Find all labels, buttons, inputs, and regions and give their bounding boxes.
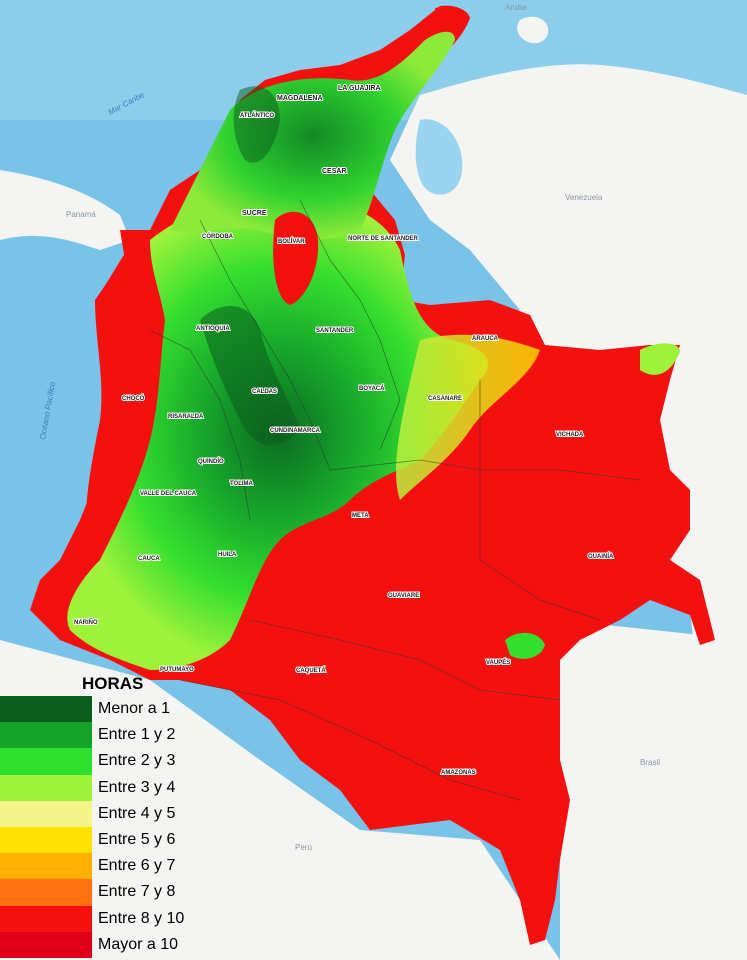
vichada-east-patch (640, 343, 680, 375)
label-valle-del-cauca: VALLE DEL CAUCA (140, 491, 197, 497)
label-arauca: ARAUCA (472, 336, 499, 342)
legend-swatch (0, 879, 92, 906)
peru-ecuador-land (0, 640, 560, 960)
legend-label: Menor a 1 (98, 700, 171, 718)
label-huila: HUILA (218, 552, 237, 558)
legend-swatch (0, 774, 92, 801)
legend-label: Entre 6 y 7 (98, 857, 176, 875)
legend-swatch (0, 931, 92, 958)
label-boyaca: BOYACÁ (359, 385, 385, 392)
panama-label: Panamá (66, 210, 96, 219)
label-santander: SANTANDER (316, 328, 354, 334)
aruba-label: Aruba (505, 3, 527, 12)
legend-item: Entre 4 y 5 (0, 800, 200, 827)
label-cauca: CAUCA (138, 556, 160, 562)
legend: HORAS Menor a 1 Entre 1 y 2 Entre 2 y 3 Ent… (0, 672, 200, 958)
legend-label: Entre 5 y 6 (98, 831, 176, 849)
label-antioquia: ANTIOQUIA (196, 326, 230, 332)
vaupes-green-patch (505, 632, 545, 659)
legend-item: Mayor a 10 (0, 931, 200, 958)
legend-label: Entre 2 y 3 (98, 752, 176, 770)
legend-swatch (0, 905, 92, 932)
casanare-foothills (396, 334, 540, 500)
legend-swatch (0, 748, 92, 775)
legend-swatch (0, 853, 92, 880)
brasil-label: Brasil (640, 758, 660, 767)
label-sucre: SUCRE (242, 210, 267, 217)
label-magdalena: MAGDALENA (277, 95, 323, 102)
label-guainia: GUAINÍA (588, 552, 614, 560)
label-caqueta: CAQUETÁ (296, 667, 326, 674)
peru-label: Perú (295, 843, 312, 852)
legend-title: HORAS (82, 674, 144, 693)
label-meta: META (352, 513, 369, 519)
label-cesar: CESAR (322, 168, 347, 175)
label-la-guajira: LA GUAJIRA (338, 85, 381, 92)
label-amazonas: AMAZONAS (441, 770, 476, 776)
department-labels: LA GUAJIRA MAGDALENA ATLÁNTICO CESAR SUC… (73, 84, 615, 777)
legend-swatch (0, 696, 92, 723)
legend-label: Entre 1 y 2 (98, 726, 176, 744)
guajira-hot-tip (435, 6, 468, 29)
legend-swatch (0, 800, 92, 827)
legend-item: Entre 7 y 8 (0, 879, 200, 906)
legend-label: Mayor a 10 (98, 935, 179, 953)
legend-item: Entre 1 y 2 (0, 722, 200, 749)
legend-label: Entre 8 y 10 (98, 909, 185, 927)
label-norte-de-santander: NORTE DE SANTANDER (348, 236, 419, 242)
dark-andes-core (200, 306, 300, 445)
label-quindio: QUINDÍO (198, 457, 224, 465)
legend-label: Entre 7 y 8 (98, 883, 176, 901)
panama-land (0, 170, 130, 250)
pacific-coast-hot (85, 240, 155, 560)
label-guaviare: GUAVIARE (388, 593, 419, 599)
legend-rows: Menor a 1 Entre 1 y 2 Entre 2 y 3 Entre 3 y… (0, 696, 200, 958)
label-bolivar: BOLÍVAR (278, 237, 305, 245)
label-risaralda: RISARALDA (168, 414, 204, 420)
label-vichada: VICHADA (556, 432, 584, 438)
label-narino: NARIÑO (74, 619, 98, 626)
lake-maracaibo (415, 119, 463, 195)
label-putumayo: PUTUMAYO (160, 667, 194, 673)
legend-item: Entre 2 y 3 (0, 748, 200, 775)
legend-item: Entre 8 y 10 (0, 905, 200, 932)
legend-item: Entre 5 y 6 (0, 826, 200, 854)
bolivar-hot-spot (273, 211, 319, 305)
venezuela-label: Venezuela (565, 193, 603, 202)
department-borders (149, 199, 641, 801)
aruba-island (517, 16, 549, 44)
legend-item: Entre 3 y 4 (0, 774, 200, 801)
legend-label: Entre 3 y 4 (98, 778, 176, 796)
dark-north-core (233, 86, 280, 163)
brasil-land (560, 620, 747, 960)
label-atlantico: ATLÁNTICO (240, 112, 275, 119)
legend-item: Menor a 1 (0, 696, 200, 723)
legend-item: Entre 6 y 7 (0, 853, 200, 880)
label-caldas: CALDAS (252, 389, 277, 395)
label-vaupes: VAUPÉS (486, 658, 510, 666)
label-casanare: CASANARE (428, 396, 462, 402)
legend-swatch (0, 826, 92, 854)
legend-label: Entre 4 y 5 (98, 804, 176, 822)
label-cordoba: CÓRDOBA (202, 232, 234, 240)
label-cundinamarca: CUNDINAMARCA (270, 428, 321, 434)
label-tolima: TOLIMA (230, 481, 254, 487)
caribbean-north-region (170, 31, 455, 240)
legend-swatch (0, 722, 92, 749)
label-choco: CHOCÓ (122, 394, 145, 402)
